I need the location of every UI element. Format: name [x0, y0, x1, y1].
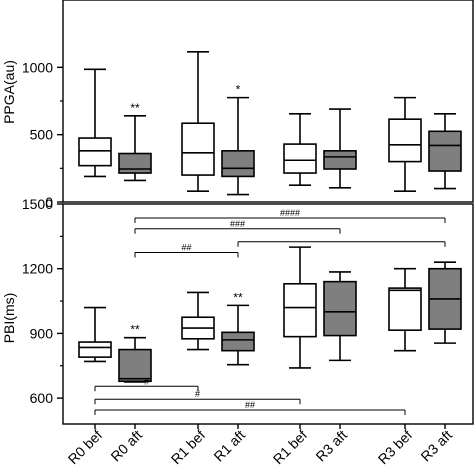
box-0-2	[181, 122, 215, 176]
y-axis-label-1: PBI(ms)	[1, 293, 17, 344]
bracket-label-2: ##	[181, 243, 191, 253]
box-1-6	[388, 287, 422, 331]
box-0-0	[78, 137, 112, 167]
x-tick-label-3: R1 aft	[210, 427, 248, 465]
y-tick-label-1-2: 1200	[22, 261, 53, 277]
y-tick-label-0-0: 0	[45, 194, 53, 210]
box-1-0	[78, 341, 112, 358]
bracket-label-6: ##	[245, 400, 255, 410]
bracket-label-0: ####	[280, 208, 300, 218]
significance-mark-0-1: **	[130, 101, 140, 115]
bracket-label-1: ###	[230, 219, 245, 229]
box-1-3	[221, 331, 255, 352]
box-1-1	[118, 348, 152, 383]
x-tick-label-7: R3 aft	[417, 427, 455, 465]
x-tick-label-6: R3 bef	[375, 427, 416, 468]
y-tick-label-1-1: 900	[30, 325, 54, 341]
box-0-5	[323, 150, 357, 170]
y-axis-label-0: PPGA(au)	[1, 60, 17, 124]
bracket-label-4: #	[144, 376, 149, 386]
box-0-4	[283, 143, 317, 174]
bracket-label-5: #	[195, 389, 200, 399]
plot-frame-1	[62, 203, 474, 425]
x-tick-label-0: R0 bef	[65, 427, 106, 468]
significance-mark-1-3: **	[233, 290, 243, 304]
x-tick-label-2: R1 bef	[168, 427, 209, 468]
x-tick-label-5: R3 aft	[312, 427, 350, 465]
box-1-5	[323, 280, 357, 337]
significance-mark-1-1: **	[130, 323, 140, 337]
y-tick-label-0-1: 500	[30, 127, 54, 143]
y-tick-label-1-3: 1500	[22, 196, 53, 212]
y-tick-label-1-0: 600	[30, 390, 54, 406]
box-0-6	[388, 118, 422, 163]
x-tick-label-4: R1 bef	[270, 427, 311, 468]
box-0-7	[428, 130, 462, 172]
x-tick-label-1: R0 aft	[107, 427, 145, 465]
significance-mark-0-3: *	[236, 83, 241, 97]
box-0-3	[221, 150, 255, 178]
y-tick-label-0-2: 1000	[22, 59, 53, 75]
box-1-4	[283, 283, 317, 338]
box-0-1	[118, 152, 152, 174]
